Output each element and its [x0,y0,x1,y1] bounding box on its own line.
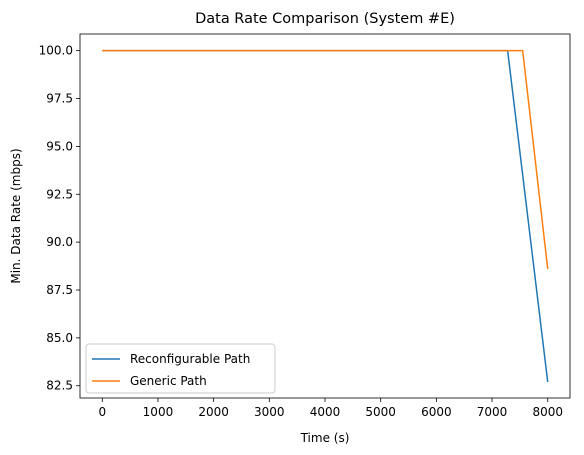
chart-title: Data Rate Comparison (System #E) [195,11,455,27]
x-tick-label: 8000 [532,405,563,419]
x-tick-label: 3000 [254,405,285,419]
x-tick-label: 0 [98,405,106,419]
y-tick-label: 95.0 [46,139,73,153]
x-tick-label: 4000 [310,405,341,419]
plot-frame [79,33,571,399]
x-tick-label: 6000 [421,405,452,419]
x-tick-label: 7000 [477,405,508,419]
legend-label-generic-path: Generic Path [130,374,207,388]
y-tick-label: 100.0 [39,44,73,58]
y-tick-label: 90.0 [46,235,73,249]
legend-box [85,343,276,394]
series-line-generic-path [102,49,549,270]
x-tick-label: 5000 [365,405,396,419]
x-tick-label: 2000 [198,405,229,419]
series-line-reconfigurable-path [102,49,549,383]
y-tick-label: 92.5 [46,187,73,201]
x-tick-label: 1000 [143,405,174,419]
y-tick-label: 87.5 [46,283,73,297]
x-axis: 0 1000 2000 3000 4000 5000 6000 7000 8000 [98,398,563,419]
legend-label-reconfigurable-path: Reconfigurable Path [130,352,250,366]
x-axis-label: Time (s) [300,431,350,445]
series-layer [102,49,549,383]
y-axis: 82.5 85.0 87.5 90.0 92.5 95.0 97.5 100.0 [39,44,80,393]
y-tick-label: 82.5 [46,379,73,393]
y-tick-label: 85.0 [46,331,73,345]
y-tick-label: 97.5 [46,92,73,106]
legend: Reconfigurable Path Generic Path [85,343,276,394]
y-axis-label: Min. Data Rate (mbps) [9,148,23,283]
